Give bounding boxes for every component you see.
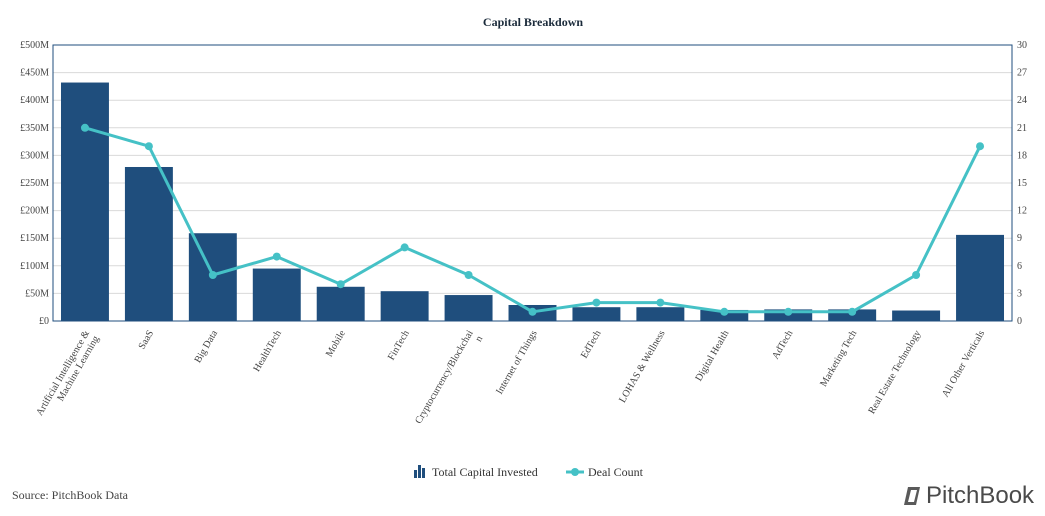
x-tick-label-line: Mobile [324,328,348,359]
x-tick-label: AdTech [770,329,795,362]
legend-bar-icon-bar [422,468,425,478]
bar [60,82,109,321]
y-left-tick-label: £250M [20,178,49,189]
legend-line-marker [571,468,579,476]
bar [316,286,365,321]
y-left-tick-label: £400M [20,95,49,106]
y-left-tick-label: £150M [20,233,49,244]
legend: Total Capital Invested Deal Count [414,465,644,479]
x-tick-label-line: FinTech [386,329,412,363]
legend-label-capital: Total Capital Invested [432,465,538,479]
y-right-tick-label: 0 [1017,316,1022,327]
plot-frame [52,44,1013,322]
y-left-tick-label: £300M [20,150,49,161]
deal-count-point [976,142,985,151]
bar [892,310,941,321]
x-tick-label-line: Real Estate Technology [866,329,923,416]
y-right-tick-label: 18 [1017,150,1027,161]
bar [636,307,685,321]
y-left-tick-label: £350M [20,123,49,134]
y-right-tick-label: 30 [1017,40,1027,51]
y-right-tick-label: 9 [1017,233,1022,244]
x-tick-label-line: Artificial Intelligence & [34,328,92,417]
x-tick-label: LOHAS & Wellness [617,328,667,404]
x-tick-label-line: SaaS [137,329,157,352]
legend-bar-icon-bar [418,465,421,478]
deal-count-point [336,280,345,289]
pitchbook-logo: PitchBook [902,482,1034,510]
x-tick-label-line: Big Data [193,328,221,365]
y-left-tick-label: £500M [20,40,49,51]
x-tick-label-line: Marketing Tech [818,329,859,389]
deal-count-point [784,307,793,316]
x-tick-label-line: EdTech [579,329,604,361]
chart-title: Capital Breakdown [483,15,583,29]
x-tick-label: HealthTech [251,329,284,374]
x-tick-label: All Other Verticals [940,328,987,399]
bar [252,268,301,321]
y-left-tick-label: £0 [39,316,49,327]
bar [956,234,1005,321]
x-tick-label: Big Data [193,328,221,365]
x-tick-label-line: All Other Verticals [940,328,987,399]
y-left-tick-label: £450M [20,68,49,79]
deal-count-point [656,298,665,307]
deal-count-point [464,271,473,279]
bar [124,166,173,321]
y-right-tick-label: 15 [1017,178,1027,189]
deal-count-point [80,123,89,132]
x-tick-label-line: AdTech [770,329,795,362]
y-left-tick-label: £100M [20,261,49,272]
deal-count-point [848,307,857,316]
bar [444,295,493,321]
bar-series [60,82,1005,321]
deal-count-point [912,271,921,279]
brand-name: PitchBook [926,482,1035,509]
x-tick-label: SaaS [137,329,157,352]
y-left-tick-label: £200M [20,206,49,217]
x-tick-label: Mobile [324,328,348,359]
x-tick-label: Internet of Things [494,328,540,396]
y-right-tick-label: 3 [1017,288,1022,299]
deal-count-point [720,307,729,316]
deal-count-point [528,307,537,316]
deal-count-point [272,252,281,261]
bar [572,307,621,321]
x-tick-label-line: Digital Health [694,329,732,384]
x-tick-label-line: Cryptocurrency/Blockchai [413,328,476,426]
x-tick-label: FinTech [386,329,412,363]
x-tick-label: Digital Health [694,329,732,384]
x-tick-label: Artificial Intelligence &Machine Learnin… [34,328,101,417]
legend-label-deal-count: Deal Count [588,465,644,479]
source-note: Source: PitchBook Data [12,488,128,502]
x-tick-label: Marketing Tech [818,329,859,389]
legend-bar-icon [414,465,425,478]
deal-count-point [208,271,217,279]
y-right-tick-label: 12 [1017,206,1027,217]
x-tick-label: Real Estate Technology [866,329,923,416]
y-right-tick-label: 24 [1017,95,1027,106]
pitchbook-mark-icon [904,487,920,505]
deal-count-point [400,243,409,252]
y-right-tick-label: 21 [1017,123,1027,134]
y-right-tick-label: 27 [1017,68,1027,79]
x-tick-label-line: LOHAS & Wellness [617,328,667,404]
y-right-tick-label: 6 [1017,261,1022,272]
x-tick-label-line: HealthTech [251,329,284,374]
x-tick-label-line: n [473,334,485,344]
legend-bar-icon-bar [414,470,417,478]
x-tick-label: EdTech [579,329,604,361]
x-tick-label-line: Internet of Things [494,328,540,396]
y-left-tick-label: £50M [25,288,49,299]
bar [380,291,429,321]
line-series [80,123,985,316]
deal-count-point [144,142,153,151]
deal-count-point [592,298,601,307]
